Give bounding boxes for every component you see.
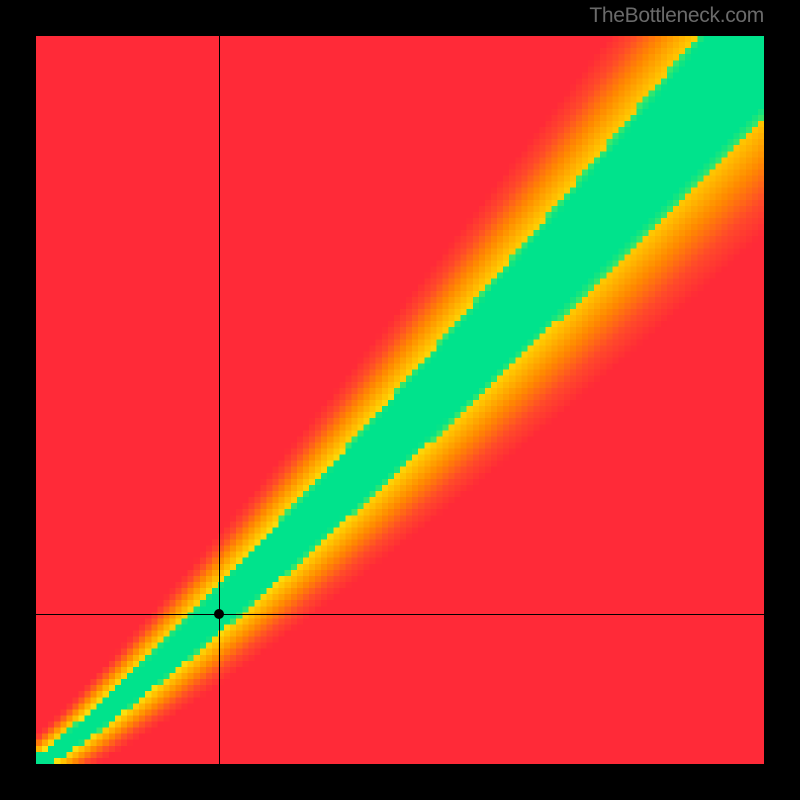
crosshair-vertical — [219, 36, 220, 764]
crosshair-horizontal — [36, 614, 764, 615]
watermark-text: TheBottleneck.com — [589, 4, 764, 28]
heatmap-canvas — [36, 36, 764, 764]
marker-dot — [214, 609, 224, 619]
plot-area — [36, 36, 764, 764]
